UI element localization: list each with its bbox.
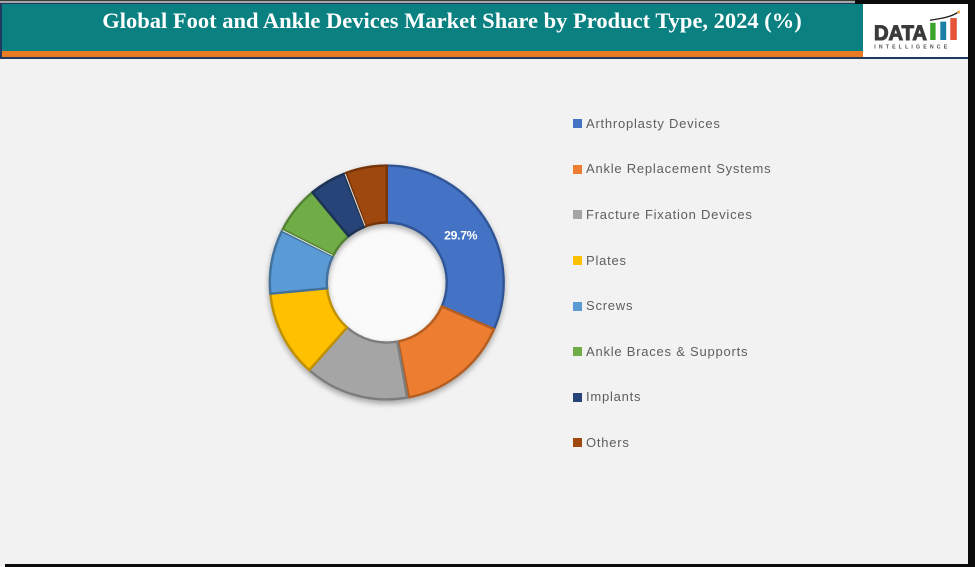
svg-text:DATA: DATA [874,21,927,45]
svg-text:INTELLIGENCE: INTELLIGENCE [874,44,948,50]
svg-text:29.7%: 29.7% [444,229,478,243]
